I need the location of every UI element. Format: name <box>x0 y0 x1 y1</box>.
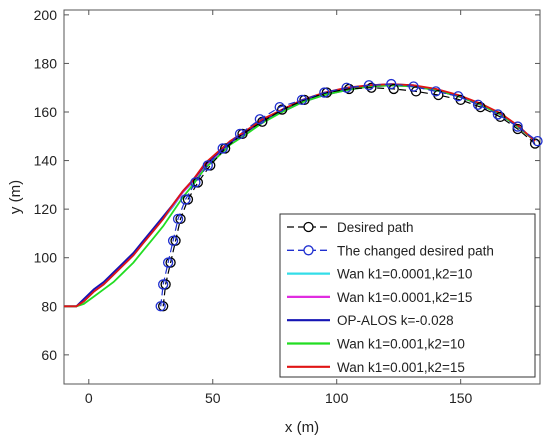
y-axis-label: y (m) <box>7 180 24 214</box>
series-1-point <box>162 257 174 268</box>
legend-marker <box>303 245 314 256</box>
x-axis-label: x (m) <box>285 419 319 436</box>
legend-entry-label: OP-ALOS k=-0.028 <box>337 313 454 328</box>
series-1-point <box>158 279 169 290</box>
series-1-point <box>155 301 166 312</box>
y-tick-label: 120 <box>34 201 58 217</box>
series-1-point <box>234 128 246 140</box>
series-1-point <box>363 80 375 91</box>
series-1-point <box>472 99 484 110</box>
x-tick-label: 0 <box>85 390 93 406</box>
legend-entry-label: Wan k1=0.0001,k2=10 <box>337 267 472 282</box>
series-1-point <box>341 82 352 93</box>
legend-entry-label: Wan k1=0.001,k2=15 <box>337 360 465 375</box>
legend-marker <box>303 221 314 233</box>
series-1-point <box>217 143 228 154</box>
series-line-0 <box>162 87 536 307</box>
series-line-1 <box>160 83 538 307</box>
y-tick-label: 60 <box>41 347 57 363</box>
x-tick-label: 100 <box>325 390 349 406</box>
series-1-point <box>172 213 184 225</box>
series-0-point <box>277 104 288 115</box>
y-tick-label: 160 <box>34 104 58 120</box>
series-1-point <box>386 78 397 90</box>
series-0-point <box>410 86 422 97</box>
y-tick-label: 100 <box>34 250 58 266</box>
y-tick-label: 80 <box>41 298 57 314</box>
series-1-point <box>532 135 543 147</box>
x-tick-label: 50 <box>205 390 221 406</box>
axis-ticks: 0 50 100 150 60 80 100 120 140 160 180 200 <box>34 7 540 406</box>
x-tick-label: 150 <box>449 390 473 406</box>
series-0-point <box>388 83 399 95</box>
series-1-point <box>202 160 213 171</box>
legend-entry-label: The changed desired path <box>337 243 494 258</box>
series-1-point <box>254 114 266 125</box>
series-1-point <box>319 87 330 98</box>
y-tick-label: 200 <box>34 7 58 23</box>
legend-entry-label: Wan k1=0.0001,k2=15 <box>337 290 472 305</box>
series-1-point <box>190 177 201 188</box>
legend-entry-label: Desired path <box>337 220 414 235</box>
series-1-point <box>167 235 179 246</box>
legend-box <box>279 213 536 378</box>
series-0-point <box>529 138 541 149</box>
y-tick-label: 180 <box>34 55 58 71</box>
series-1-point <box>180 194 191 205</box>
series-lines <box>64 78 543 312</box>
series-1-point <box>512 121 523 132</box>
series-0-point <box>366 82 377 93</box>
series-0-point <box>495 111 506 123</box>
series-0-point <box>475 101 486 113</box>
series-1-point <box>492 109 504 120</box>
legend-entry-label: Wan k1=0.001,k2=10 <box>337 337 465 352</box>
series-1-point <box>408 81 419 92</box>
legend: Desired path The changed desired path Wan … <box>279 213 536 378</box>
series-1-point <box>296 94 308 106</box>
y-tick-label: 140 <box>34 153 58 169</box>
series-1-point <box>274 101 285 113</box>
series-1-point <box>453 91 464 102</box>
series-1-point <box>430 86 442 97</box>
